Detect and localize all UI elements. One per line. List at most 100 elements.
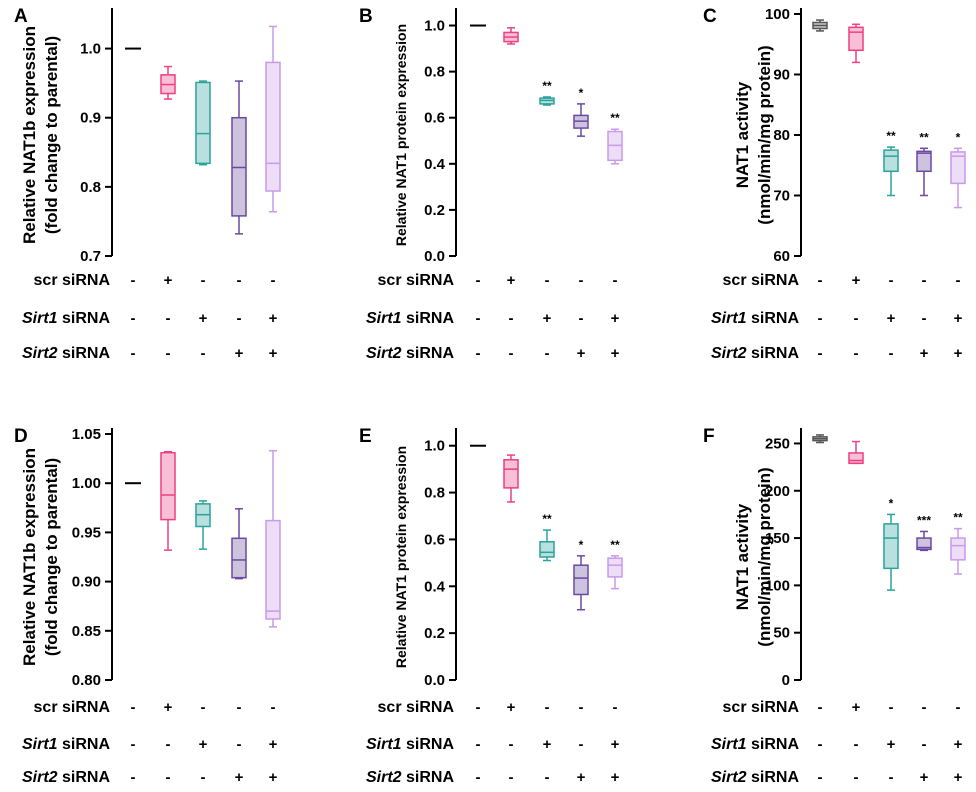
condition-suffix: siRNA	[58, 769, 111, 786]
box-group-4	[265, 25, 281, 213]
condition-suffix: siRNA	[58, 345, 111, 362]
y-tick-label: 0.80	[72, 672, 101, 689]
condition-sign: -	[579, 699, 584, 716]
condition-sign: -	[545, 272, 550, 289]
y-axis-title-line: (nmol/min/mg protein)	[755, 45, 774, 224]
condition-label-sirt2: Sirt2 siRNA	[22, 345, 110, 362]
condition-sign: -	[201, 699, 206, 716]
condition-sign: -	[476, 345, 481, 362]
y-axis-title: Relative NAT1 protein expression	[393, 446, 409, 668]
y-axis-title-line: (nmol/min/mg protein)	[755, 467, 774, 646]
condition-sign: +	[887, 310, 896, 327]
significance-marker: **	[610, 111, 620, 125]
condition-suffix: siRNA	[747, 769, 800, 786]
condition-sign: -	[237, 736, 242, 753]
condition-sign: +	[199, 310, 208, 327]
condition-sign: -	[201, 272, 206, 289]
condition-sign: -	[509, 769, 514, 786]
condition-sign: -	[201, 769, 206, 786]
y-tick-label: 0.4	[424, 578, 446, 595]
significance-marker: ***	[917, 513, 931, 527]
significance-marker: *	[579, 86, 584, 100]
condition-sign: -	[131, 310, 136, 327]
condition-sign: +	[269, 769, 278, 786]
condition-sign: -	[509, 345, 514, 362]
condition-sign: -	[956, 272, 961, 289]
y-tick-label: 0.90	[72, 574, 101, 591]
panel-label: D	[14, 426, 28, 447]
significance-marker: **	[953, 511, 963, 525]
condition-sign: +	[852, 272, 861, 289]
box-iqr	[848, 26, 864, 52]
box-iqr	[265, 61, 281, 192]
y-tick-label: 0.0	[424, 248, 445, 265]
box-group-4: **	[607, 538, 623, 590]
panel-a: A 0.7 0.8 0.9 1.0 Relative NAT1b expression (f…	[14, 6, 281, 362]
box-group-3	[231, 80, 247, 235]
y-tick-label: 60	[773, 248, 790, 265]
y-tick-label: 0.0	[424, 672, 445, 689]
condition-sign: +	[235, 769, 244, 786]
condition-sign: -	[613, 699, 618, 716]
box-iqr	[848, 452, 864, 465]
y-axis-title-line: (fold change to parental)	[42, 458, 61, 656]
y-tick-label: 1.00	[72, 475, 101, 492]
y-tick-label: 0.8	[424, 64, 445, 81]
y-tick-label: 50	[773, 625, 790, 642]
condition-sign: -	[889, 345, 894, 362]
panel-e: E 0.0 0.2 0.4 0.6 0.8 1.0 Relative NAT1 protein…	[359, 426, 623, 786]
condition-label-sirt2: Sirt2 siRNA	[366, 769, 454, 786]
condition-label-sirt1: Sirt1 siRNA	[711, 736, 799, 753]
box-group-2	[195, 80, 211, 166]
condition-label-sirt2: Sirt2 siRNA	[711, 345, 799, 362]
panel-label: B	[359, 6, 373, 27]
condition-sign: +	[507, 699, 516, 716]
condition-sign: -	[476, 310, 481, 327]
box-iqr	[573, 564, 589, 596]
y-tick-label: 100	[765, 6, 790, 23]
y-tick-label: 1.05	[72, 426, 101, 443]
condition-sign: -	[166, 736, 171, 753]
y-tick-label: 1.0	[424, 438, 445, 455]
condition-sign: +	[269, 736, 278, 753]
gene-name: Sirt1	[711, 736, 747, 753]
gene-name: Sirt1	[22, 736, 58, 753]
condition-sign: -	[509, 310, 514, 327]
significance-marker: **	[919, 130, 929, 144]
condition-label-scr: scr siRNA	[34, 699, 111, 716]
box-iqr	[503, 459, 519, 489]
condition-label-sirt1: Sirt1 siRNA	[366, 736, 454, 753]
y-tick-label: 80	[773, 127, 790, 144]
significance-marker: *	[889, 496, 894, 510]
condition-sign: +	[543, 736, 552, 753]
condition-sign: +	[577, 769, 586, 786]
box-group-0	[812, 19, 828, 32]
gene-name: Sirt2	[22, 345, 58, 362]
condition-sign: -	[166, 310, 171, 327]
significance-marker: **	[610, 538, 620, 552]
y-tick-label: 0.2	[424, 202, 445, 219]
condition-sign: -	[854, 310, 859, 327]
condition-sign: -	[579, 310, 584, 327]
condition-suffix: siRNA	[402, 310, 455, 327]
box-iqr	[916, 537, 932, 551]
box-group-1	[848, 23, 864, 64]
box-group-2: **	[539, 512, 555, 562]
box-iqr	[607, 557, 623, 578]
condition-suffix: siRNA	[747, 310, 800, 327]
box-iqr	[539, 541, 555, 558]
condition-sign: -	[922, 310, 927, 327]
condition-sign: -	[237, 310, 242, 327]
condition-label-sirt1: Sirt1 siRNA	[22, 310, 110, 327]
condition-sign: +	[611, 345, 620, 362]
condition-sign: +	[954, 345, 963, 362]
box-iqr	[883, 523, 899, 570]
condition-sign: -	[131, 736, 136, 753]
box-group-3: **	[916, 130, 932, 197]
condition-sign: -	[166, 769, 171, 786]
gene-name: Sirt2	[366, 345, 402, 362]
condition-suffix: siRNA	[747, 345, 800, 362]
condition-sign: -	[237, 699, 242, 716]
gene-name: Sirt1	[366, 310, 402, 327]
